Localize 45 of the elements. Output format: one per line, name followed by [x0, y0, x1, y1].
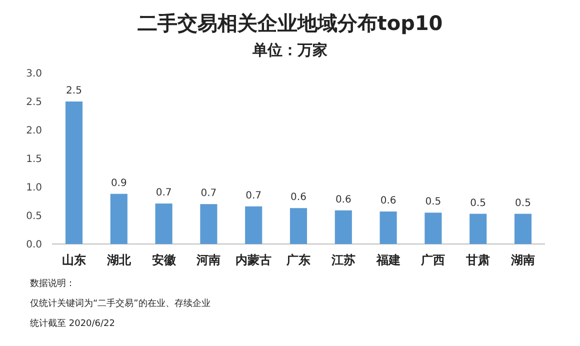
- x-tick-label: 广东: [286, 253, 310, 267]
- bar: [424, 212, 442, 244]
- text: 数据说明：: [30, 278, 75, 289]
- y-tick-label: 0.0: [26, 240, 42, 250]
- bar: [514, 214, 532, 244]
- x-tick-label: 山东: [62, 253, 86, 267]
- chart-title: 二手交易相关企业地域分布top10: [137, 11, 443, 35]
- data-label: 0.6: [380, 196, 396, 207]
- bar: [334, 210, 352, 244]
- data-label: 0.9: [110, 178, 127, 189]
- y-tick-label: 1.5: [26, 154, 42, 165]
- x-tick-label: 广西: [420, 253, 446, 267]
- bar: [290, 208, 308, 244]
- text: 仅统计关键词为“二手交易”的在业、存续企业: [30, 298, 210, 309]
- y-tick-label: 2.5: [26, 97, 42, 108]
- data-label: 0.7: [200, 188, 217, 200]
- y-tick-label: 3.0: [26, 68, 42, 80]
- x-tick-label: 安徽: [152, 253, 177, 267]
- bar: [155, 204, 172, 244]
- x-tick-label: 甘肃: [465, 253, 490, 267]
- y-tick-label: 0.5: [26, 211, 42, 222]
- bar: [65, 102, 83, 244]
- x-tick-label: 内蒙古: [236, 253, 272, 267]
- data-label: 0.5: [470, 198, 486, 209]
- text: 统计截至 2020/6/22: [30, 318, 116, 329]
- bar: [470, 214, 487, 244]
- x-tick-label: 湖南: [510, 253, 535, 267]
- data-label: 0.5: [515, 198, 531, 209]
- x-tick-label: 福建: [375, 253, 400, 267]
- x-tick-label: 湖北: [106, 253, 132, 267]
- x-tick-label: 河南: [196, 253, 221, 267]
- data-label: 0.7: [246, 190, 262, 202]
- bar: [245, 206, 262, 244]
- bar: [200, 204, 218, 244]
- y-tick-label: 1.0: [26, 182, 42, 194]
- bar: [380, 212, 397, 244]
- data-label: 0.7: [156, 188, 172, 199]
- bar: [110, 194, 128, 244]
- y-tick-label: 2.0: [26, 126, 42, 136]
- chart-subtitle: 单位：万家: [252, 41, 328, 59]
- data-label: 0.5: [425, 196, 442, 208]
- data-label: 2.5: [66, 86, 82, 96]
- data-label: 0.6: [290, 192, 306, 204]
- data-label: 0.6: [335, 194, 352, 206]
- x-tick-label: 江苏: [330, 253, 356, 267]
